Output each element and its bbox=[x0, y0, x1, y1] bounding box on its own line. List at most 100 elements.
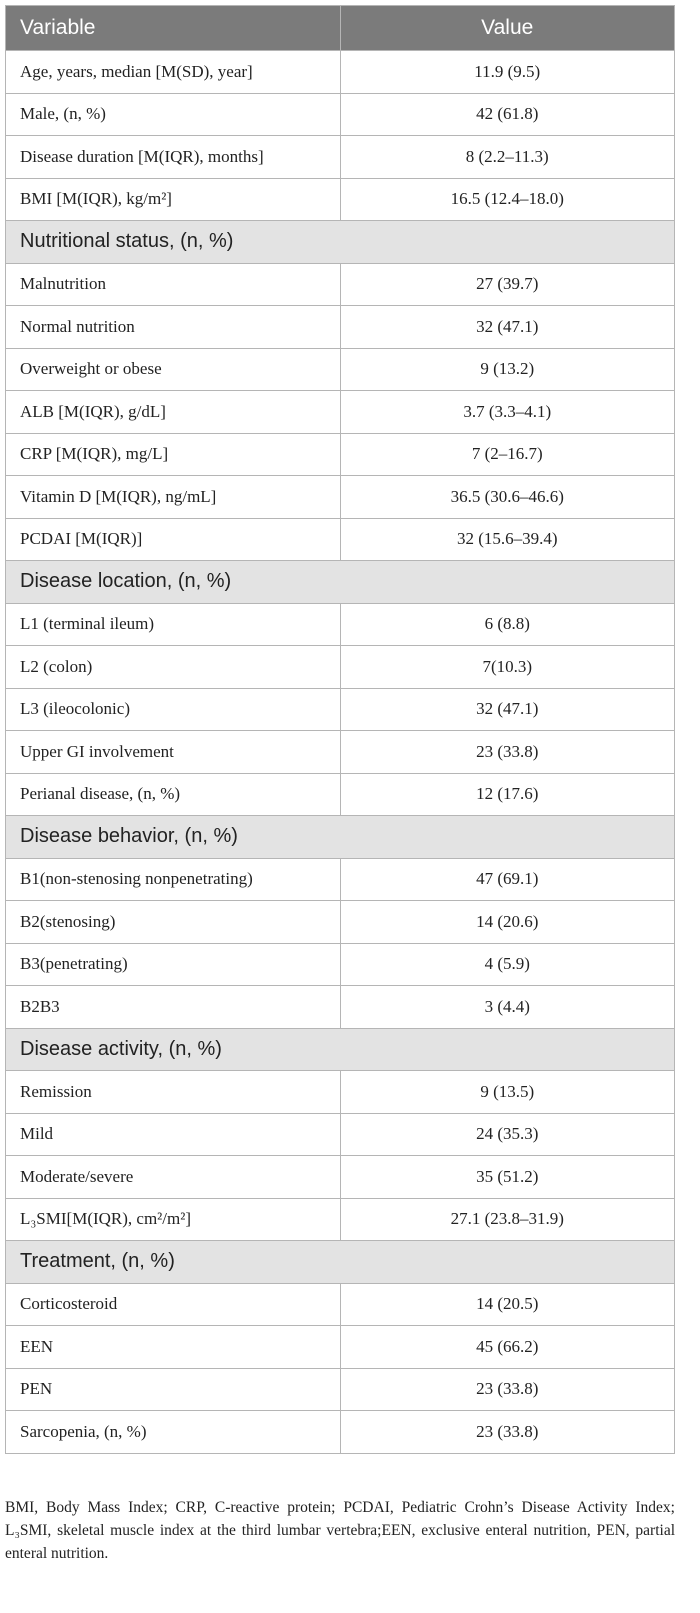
cell-value: 36.5 (30.6–46.6) bbox=[339, 475, 675, 519]
cell-value: 23 (33.8) bbox=[339, 1410, 675, 1454]
cell-variable: Age, years, median [M(SD), year] bbox=[5, 50, 341, 94]
section-row: Disease activity, (n, %) bbox=[5, 1027, 675, 1071]
cell-value: 32 (47.1) bbox=[339, 305, 675, 349]
data-row: Remission 9 (13.5) bbox=[5, 1070, 675, 1114]
cell-variable: ALB [M(IQR), g/dL] bbox=[5, 390, 341, 434]
data-row: Normal nutrition 32 (47.1) bbox=[5, 305, 675, 349]
cell-variable: Remission bbox=[5, 1070, 341, 1114]
data-row: B1(non-stenosing nonpenetrating) 47 (69.1… bbox=[5, 857, 675, 901]
data-row: Perianal disease, (n, %) 12 (17.6) bbox=[5, 772, 675, 816]
table-wrap: Variable Value Age, years, median [M(SD),… bbox=[5, 5, 675, 1454]
cell-value: 27 (39.7) bbox=[339, 262, 675, 306]
cell-variable: PEN bbox=[5, 1367, 341, 1411]
section-row: Disease location, (n, %) bbox=[5, 560, 675, 604]
cell-variable: Corticosteroid bbox=[5, 1282, 341, 1326]
section-label: Disease behavior, (n, %) bbox=[5, 815, 675, 859]
data-row: Male, (n, %) 42 (61.8) bbox=[5, 92, 675, 136]
section-label: Disease activity, (n, %) bbox=[5, 1027, 675, 1071]
data-row: Sarcopenia, (n, %) 23 (33.8) bbox=[5, 1410, 675, 1454]
cell-variable: L1 (terminal ileum) bbox=[5, 602, 341, 646]
cell-variable: BMI [M(IQR), kg/m²] bbox=[5, 177, 341, 221]
cell-variable: Male, (n, %) bbox=[5, 92, 341, 136]
section-label: Treatment, (n, %) bbox=[5, 1240, 675, 1284]
section-row: Disease behavior, (n, %) bbox=[5, 815, 675, 859]
data-row: Disease duration [M(IQR), months] 8 (2.2–… bbox=[5, 135, 675, 179]
cell-value: 47 (69.1) bbox=[339, 857, 675, 901]
cell-variable: Malnutrition bbox=[5, 262, 341, 306]
section-row: Treatment, (n, %) bbox=[5, 1240, 675, 1284]
cell-value: 32 (47.1) bbox=[339, 687, 675, 731]
data-row: L3 (ileocolonic) 32 (47.1) bbox=[5, 687, 675, 731]
column-header: Variable bbox=[5, 5, 341, 51]
cell-value: 3 (4.4) bbox=[339, 985, 675, 1029]
table: Variable Value Age, years, median [M(SD),… bbox=[5, 5, 675, 1454]
cell-variable: B2(stenosing) bbox=[5, 900, 341, 944]
data-row: Upper GI involvement 23 (33.8) bbox=[5, 730, 675, 774]
data-row: B2(stenosing) 14 (20.6) bbox=[5, 900, 675, 944]
cell-variable: Mild bbox=[5, 1112, 341, 1156]
data-row: Vitamin D [M(IQR), ng/mL] 36.5 (30.6–46.6… bbox=[5, 475, 675, 519]
footnote: BMI, Body Mass Index; CRP, C-reactive pr… bbox=[5, 1499, 675, 1562]
table-body: Age, years, median [M(SD), year] 11.9 (9.… bbox=[5, 50, 675, 1454]
cell-value: 7 (2–16.7) bbox=[339, 432, 675, 476]
data-row: CRP [M(IQR), mg/L] 7 (2–16.7) bbox=[5, 432, 675, 476]
cell-value: 8 (2.2–11.3) bbox=[339, 135, 675, 179]
cell-value: 42 (61.8) bbox=[339, 92, 675, 136]
cell-variable: Normal nutrition bbox=[5, 305, 341, 349]
cell-value: 32 (15.6–39.4) bbox=[339, 517, 675, 561]
section-row: Nutritional status, (n, %) bbox=[5, 220, 675, 264]
cell-variable: B3(penetrating) bbox=[5, 942, 341, 986]
data-row: Corticosteroid 14 (20.5) bbox=[5, 1282, 675, 1326]
section-label: Disease location, (n, %) bbox=[5, 560, 675, 604]
cell-variable: Upper GI involvement bbox=[5, 730, 341, 774]
cell-variable: Moderate/severe bbox=[5, 1155, 341, 1199]
cell-variable: L₃SMI[M(IQR), cm²/m²] bbox=[5, 1197, 341, 1241]
cell-variable: L3 (ileocolonic) bbox=[5, 687, 341, 731]
data-row: Moderate/severe 35 (51.2) bbox=[5, 1155, 675, 1199]
cell-value: 16.5 (12.4–18.0) bbox=[339, 177, 675, 221]
cell-variable: CRP [M(IQR), mg/L] bbox=[5, 432, 341, 476]
cell-value: 6 (8.8) bbox=[339, 602, 675, 646]
cell-value: 11.9 (9.5) bbox=[339, 50, 675, 94]
data-row: L1 (terminal ileum) 6 (8.8) bbox=[5, 602, 675, 646]
cell-variable: B2B3 bbox=[5, 985, 341, 1029]
cell-variable: L2 (colon) bbox=[5, 645, 341, 689]
data-row: BMI [M(IQR), kg/m²] 16.5 (12.4–18.0) bbox=[5, 177, 675, 221]
cell-value: 14 (20.5) bbox=[339, 1282, 675, 1326]
cell-value: 4 (5.9) bbox=[339, 942, 675, 986]
cell-variable: Overweight or obese bbox=[5, 347, 341, 391]
cell-variable: PCDAI [M(IQR)] bbox=[5, 517, 341, 561]
data-row: L₃SMI[M(IQR), cm²/m²] 27.1 (23.8–31.9) bbox=[5, 1197, 675, 1241]
data-row: B3(penetrating) 4 (5.9) bbox=[5, 942, 675, 986]
cell-value: 14 (20.6) bbox=[339, 900, 675, 944]
cell-value: 7(10.3) bbox=[339, 645, 675, 689]
data-row: B2B3 3 (4.4) bbox=[5, 985, 675, 1029]
cell-variable: B1(non-stenosing nonpenetrating) bbox=[5, 857, 341, 901]
data-row: Age, years, median [M(SD), year] 11.9 (9.… bbox=[5, 50, 675, 94]
data-row: L2 (colon) 7(10.3) bbox=[5, 645, 675, 689]
cell-value: 9 (13.2) bbox=[339, 347, 675, 391]
cell-value: 23 (33.8) bbox=[339, 730, 675, 774]
data-row: Overweight or obese 9 (13.2) bbox=[5, 347, 675, 391]
column-header: Value bbox=[339, 5, 675, 51]
cell-variable: Vitamin D [M(IQR), ng/mL] bbox=[5, 475, 341, 519]
cell-value: 12 (17.6) bbox=[339, 772, 675, 816]
cell-value: 45 (66.2) bbox=[339, 1325, 675, 1369]
cell-value: 3.7 (3.3–4.1) bbox=[339, 390, 675, 434]
cell-variable: Sarcopenia, (n, %) bbox=[5, 1410, 341, 1454]
data-row: PEN 23 (33.8) bbox=[5, 1367, 675, 1411]
cell-variable: EEN bbox=[5, 1325, 341, 1369]
data-row: Malnutrition 27 (39.7) bbox=[5, 262, 675, 306]
cell-value: 23 (33.8) bbox=[339, 1367, 675, 1411]
cell-value: 35 (51.2) bbox=[339, 1155, 675, 1199]
header-row: Variable Value bbox=[5, 5, 675, 51]
cell-value: 9 (13.5) bbox=[339, 1070, 675, 1114]
table-head: Variable Value bbox=[5, 5, 675, 51]
cell-value: 24 (35.3) bbox=[339, 1112, 675, 1156]
cell-value: 27.1 (23.8–31.9) bbox=[339, 1197, 675, 1241]
data-row: Mild 24 (35.3) bbox=[5, 1112, 675, 1156]
data-row: EEN 45 (66.2) bbox=[5, 1325, 675, 1369]
data-row: PCDAI [M(IQR)] 32 (15.6–39.4) bbox=[5, 517, 675, 561]
section-label: Nutritional status, (n, %) bbox=[5, 220, 675, 264]
